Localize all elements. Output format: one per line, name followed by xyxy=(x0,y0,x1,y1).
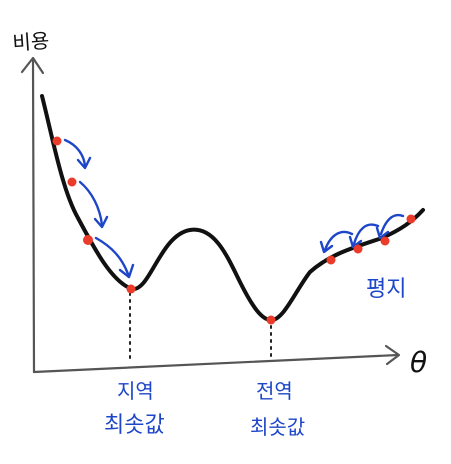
local-min-label-line2: 최솟값 xyxy=(104,413,165,438)
local-min-label-line1: 지역 xyxy=(117,379,154,403)
x-axis xyxy=(34,355,398,372)
point-plateau-4 xyxy=(407,215,416,224)
x-axis-label: θ xyxy=(410,346,427,379)
descent-arrow-2 xyxy=(80,182,102,225)
y-axis-label: 비용 xyxy=(12,28,50,55)
point-local-min xyxy=(127,285,136,294)
point-global-min xyxy=(267,316,276,325)
point-plateau-2 xyxy=(354,245,363,254)
point-plateau-3 xyxy=(381,237,390,246)
point-2 xyxy=(68,178,77,187)
descent-arrow-1 xyxy=(65,140,85,166)
plateau-label: 평지 xyxy=(366,277,406,302)
y-axis xyxy=(33,60,34,372)
point-3 xyxy=(83,235,93,245)
global-min-label-line1: 전역 xyxy=(256,379,293,403)
global-min-label-line2: 최솟값 xyxy=(250,415,305,439)
point-1 xyxy=(53,137,62,146)
point-plateau-1 xyxy=(327,256,336,265)
